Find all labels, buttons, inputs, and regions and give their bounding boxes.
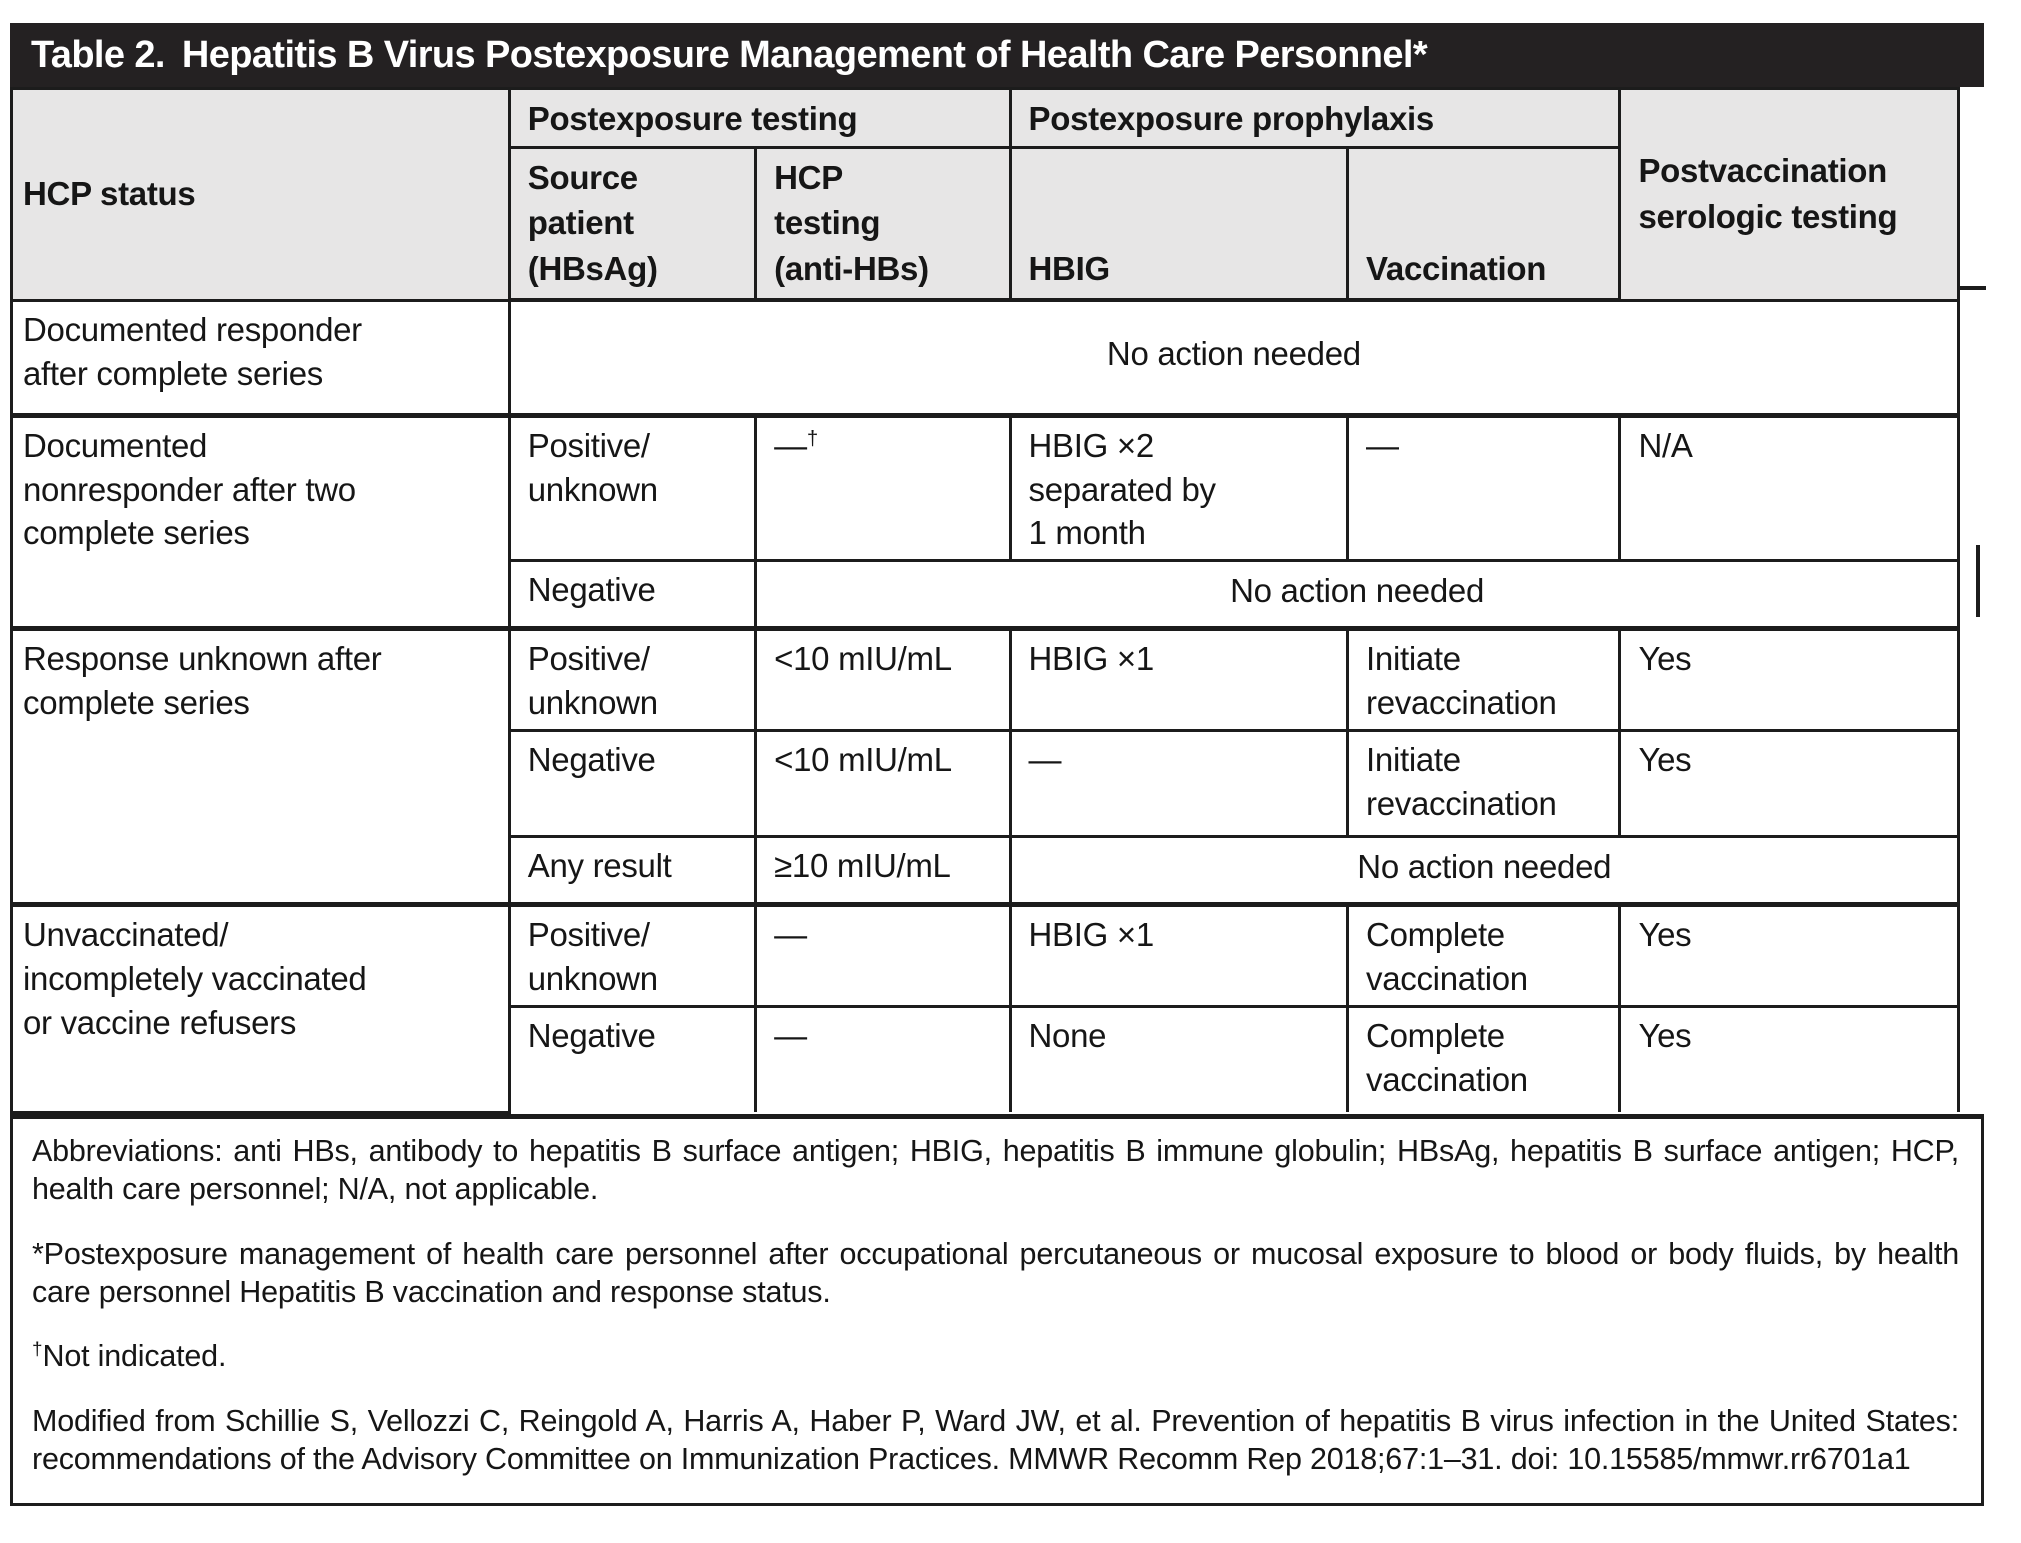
header-hcp-status: HCP status [10, 87, 511, 302]
cell-source-patient: Negative [507, 1004, 758, 1113]
footnote-citation: Modified from Schillie S, Vellozzi C, Re… [32, 1403, 1959, 1477]
table-title: Hepatitis B Virus Postexposure Managemen… [181, 33, 1428, 76]
cell-hbig: HBIG ×1 [1008, 902, 1350, 1008]
cell-hbig: HBIG ×2 separated by 1 month [1008, 412, 1350, 563]
postexposure-management-table: HCP status Postexposure testing Postexpo… [10, 87, 1961, 1114]
header-vaccination: Vaccination [1346, 145, 1622, 303]
section-documented-nonresponder: Documented nonresponder after two comple… [10, 412, 1960, 631]
table-figure: Table 2. Hepatitis B Virus Postexposure … [10, 23, 1986, 1506]
cell-hcp-status: Response unknown after complete series [10, 626, 511, 906]
cell-hcp-testing: — [754, 1004, 1012, 1113]
header-group-postexposure-prophylaxis: Postexposure prophylaxis [1008, 87, 1622, 149]
cell-vaccination: Initiate revaccination [1346, 626, 1622, 732]
cell-no-action-needed: No action needed [507, 298, 1961, 416]
table-header: HCP status Postexposure testing Postexpo… [10, 87, 1960, 303]
cell-source-patient: Positive/ unknown [507, 412, 758, 563]
cell-vaccination: Initiate revaccination [1346, 729, 1622, 838]
cell-hcp-testing: —† [754, 412, 1012, 563]
cell-hbig: — [1008, 729, 1350, 838]
footnote-abbreviations: Abbreviations: anti HBs, antibody to hep… [32, 1133, 1959, 1207]
cell-hcp-status: Documented nonresponder after two comple… [10, 412, 511, 631]
cell-hcp-testing: <10 mIU/mL [754, 626, 1012, 732]
footnote-dagger: †Not indicated. [32, 1337, 1959, 1375]
header-hbig: HBIG [1008, 145, 1350, 303]
cell-vaccination: Complete vaccination [1346, 902, 1622, 1008]
table-number: Table 2. [31, 33, 165, 76]
cell-no-action-needed: No action needed [1008, 835, 1961, 905]
cell-source-patient: Positive/ unknown [507, 902, 758, 1008]
table-row: Negative <10 mIU/mL — Initiate revaccina… [12, 729, 1960, 838]
cell-hbig: HBIG ×1 [1008, 626, 1350, 732]
cell-serologic-testing: Yes [1618, 729, 1960, 838]
section-documented-responder: Documented responder after complete seri… [10, 298, 1961, 416]
table-row: Negative — None Complete vaccination Yes [12, 1004, 1960, 1113]
footnote-dagger-text: Not indicated. [42, 1339, 227, 1374]
cell-hbig: None [1008, 1004, 1350, 1113]
table-row: Documented nonresponder after two comple… [10, 412, 1960, 631]
cell-vaccination: Complete vaccination [1346, 1004, 1622, 1113]
cell-hcp-status: Documented responder after complete seri… [10, 298, 511, 416]
section-response-unknown: Response unknown after complete series P… [10, 626, 1961, 906]
cell-serologic-testing: Yes [1618, 626, 1960, 732]
cell-hcp-testing: <10 mIU/mL [754, 729, 1012, 838]
cell-source-patient: Negative [507, 729, 758, 838]
dagger-reference: † [806, 426, 819, 450]
header-hcp-testing: HCP testing (anti-HBs) [754, 145, 1012, 303]
cell-serologic-testing: N/A [1618, 412, 1960, 563]
cell-source-patient: Negative [507, 559, 758, 629]
footnote-asterisk: *Postexposure management of health care … [32, 1236, 1959, 1310]
section-unvaccinated: Unvaccinated/ incompletely vaccinated or… [10, 902, 1960, 1114]
table-row: Unvaccinated/ incompletely vaccinated or… [10, 902, 1960, 1114]
header-group-postexposure-testing: Postexposure testing [507, 87, 1012, 149]
cell-source-patient: Positive/ unknown [507, 626, 758, 732]
footnotes: Abbreviations: anti HBs, antibody to hep… [10, 1113, 1984, 1506]
cell-no-action-needed: No action needed [754, 559, 1960, 629]
table-row: Documented responder after complete seri… [10, 298, 1961, 416]
scan-artifact-line [1976, 545, 1980, 617]
em-dash: — [774, 426, 807, 464]
dagger-symbol: † [32, 1339, 43, 1361]
header-postvaccination-serologic-testing: Postvaccination serologic testing [1618, 87, 1960, 302]
scan-artifact-line [1960, 286, 1986, 290]
cell-hcp-status: Unvaccinated/ incompletely vaccinated or… [10, 902, 511, 1114]
table-row: Response unknown after complete series P… [10, 626, 1960, 906]
table-row: Negative No action needed [12, 559, 1960, 629]
header-source-patient: Source patient (HBsAg) [507, 145, 758, 303]
cell-hcp-testing: — [754, 902, 1012, 1008]
table-row: Any result ≥10 mIU/mL No action needed [12, 835, 1961, 905]
cell-hcp-testing: ≥10 mIU/mL [754, 835, 1012, 905]
cell-serologic-testing: Yes [1618, 1004, 1960, 1113]
cell-source-patient: Any result [507, 835, 758, 905]
cell-vaccination: — [1346, 412, 1622, 563]
table-title-bar: Table 2. Hepatitis B Virus Postexposure … [10, 23, 1984, 87]
cell-serologic-testing: Yes [1618, 902, 1960, 1008]
